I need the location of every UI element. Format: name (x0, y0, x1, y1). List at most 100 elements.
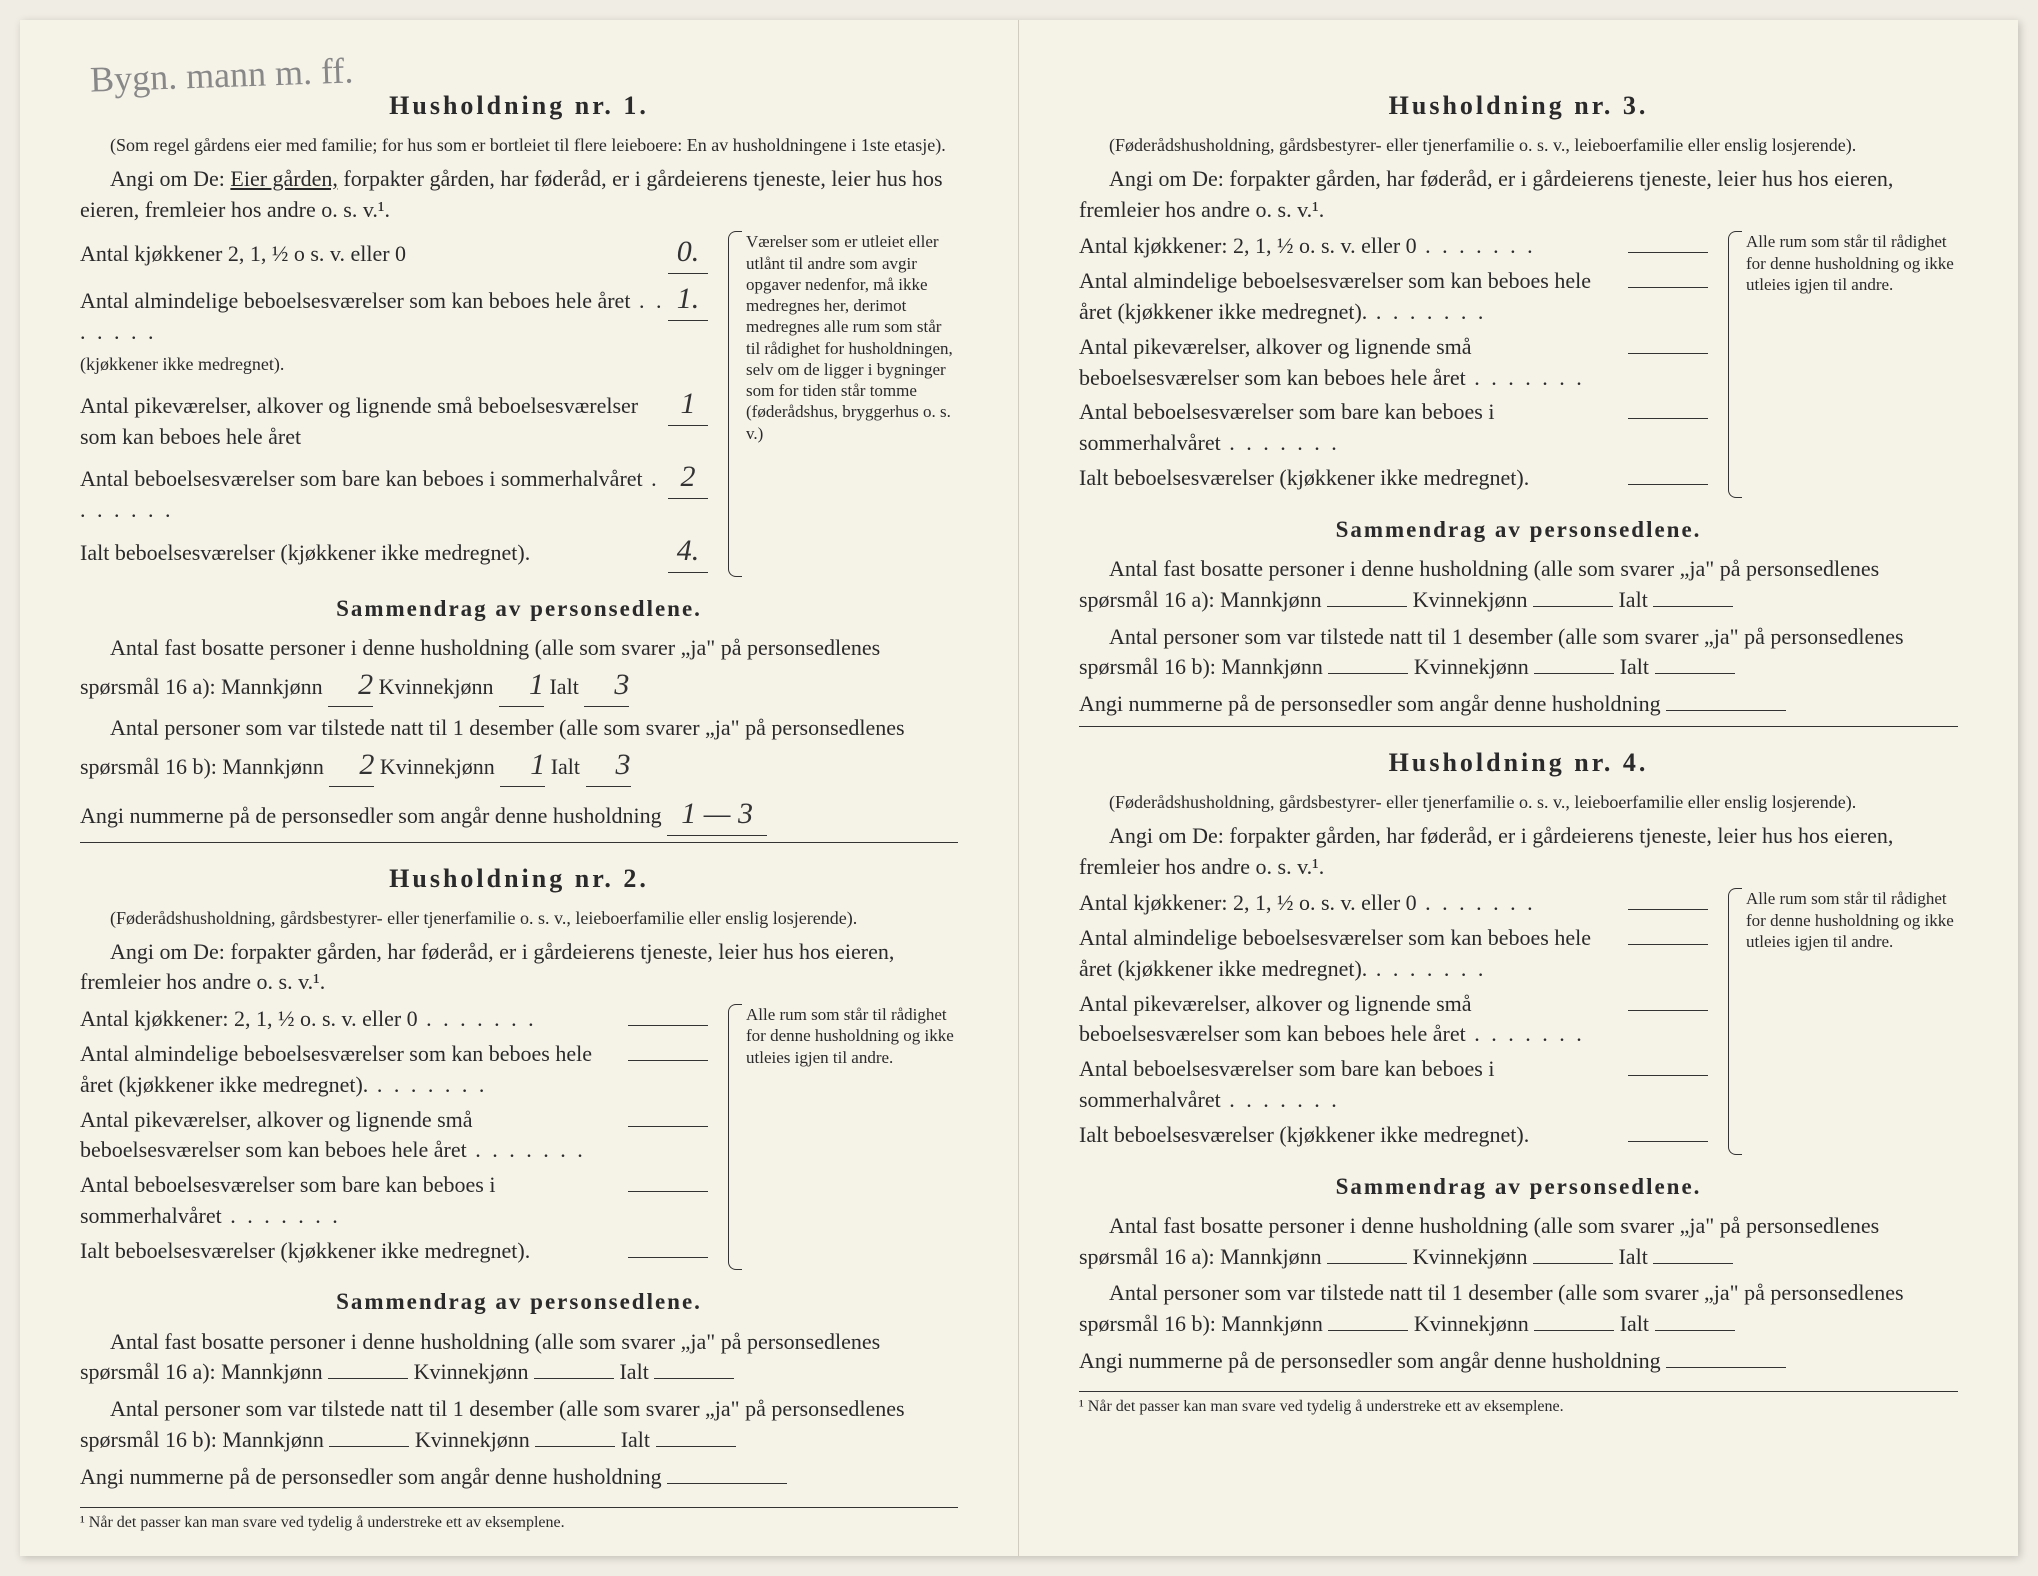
left-page: Bygn. mann m. ff. Husholdning nr. 1. (So… (20, 20, 1019, 1556)
rooms2-row-2: Antal pikeværelser, alkover og lignende … (80, 1105, 708, 1167)
brace-icon-2 (728, 1004, 742, 1270)
ialt-2b (656, 1446, 736, 1447)
nummer-3: Angi nummerne på de personsedler som ang… (1079, 689, 1958, 720)
kitchen-text-2: Antal kjøkkener: 2, 1, ½ o. s. v. eller … (80, 1006, 418, 1031)
household-4-rooms-block: Antal kjøkkener: 2, 1, ½ o. s. v. eller … (1079, 888, 1958, 1154)
rooms3-label: Antal beboelsesværelser som bare kan beb… (80, 464, 668, 526)
total-blank-2 (628, 1257, 708, 1258)
mann-b: 2 (329, 744, 374, 787)
household-4-angi: Angi om De: forpakter gården, har føderå… (1079, 821, 1958, 883)
nummer-1: Angi nummerne på de personsedler som ang… (80, 793, 958, 836)
kitchen-label-2: Antal kjøkkener: 2, 1, ½ o. s. v. eller … (80, 1004, 628, 1035)
household-3-angi: Angi om De: forpakter gården, har føderå… (1079, 164, 1958, 226)
brace-icon-4 (1728, 888, 1742, 1154)
nummer-2: Angi nummerne på de personsedler som ang… (80, 1462, 958, 1493)
nummer-4-text: Angi nummerne på de personsedler som ang… (1079, 1348, 1661, 1373)
nummer-3-blank (1666, 710, 1786, 711)
summary-2-line-b: Antal personer som var tilstede natt til… (80, 1394, 958, 1456)
total-label-3: Ialt beboelsesværelser (kjøkkener ikke m… (1079, 463, 1628, 494)
household-2-subtitle: (Føderådshusholdning, gårdsbestyrer- ell… (80, 907, 958, 930)
footnote-left: ¹ Når det passer kan man svare ved tydel… (80, 1507, 958, 1534)
footnote-right: ¹ Når det passer kan man svare ved tydel… (1079, 1391, 1958, 1418)
kitchen-blank-2 (628, 1025, 708, 1026)
handwritten-annotation: Bygn. mann m. ff. (89, 45, 354, 105)
angi-prefix-2: Angi om De: (110, 939, 225, 964)
mann-3a (1327, 606, 1407, 607)
rooms1-row-2: Antal almindelige beboelsesværelser som … (80, 1039, 708, 1101)
summary-1-title: Sammendrag av personsedlene. (80, 593, 958, 625)
rooms3-text: Antal beboelsesværelser som bare kan beb… (80, 466, 643, 491)
nummer-value: 1 — 3 (667, 793, 767, 836)
rooms2-row-4: Antal pikeværelser, alkover og lignende … (1079, 989, 1708, 1051)
angi-value: Eier gården, (230, 166, 338, 191)
kitchen-label: Antal kjøkkener 2, 1, ½ o s. v. eller 0 (80, 239, 668, 270)
rooms1-blank-4 (1628, 944, 1708, 945)
kvinne-a: 1 (499, 664, 544, 707)
household-2-rooms-block: Antal kjøkkener: 2, 1, ½ o. s. v. eller … (80, 1004, 958, 1270)
kitchen-text-4: Antal kjøkkener: 2, 1, ½ o. s. v. eller … (1079, 890, 1417, 915)
kvinne-4b (1534, 1330, 1614, 1331)
rooms3-row-4: Antal beboelsesværelser som bare kan beb… (1079, 1054, 1708, 1116)
nummer-2-blank (667, 1483, 787, 1484)
rooms3-value: 2 (668, 456, 708, 499)
kitchen-label-4: Antal kjøkkener: 2, 1, ½ o. s. v. eller … (1079, 888, 1628, 919)
total-row-2: Ialt beboelsesværelser (kjøkkener ikke m… (80, 1236, 708, 1267)
rooms1-text-4: Antal almindelige beboelsesværelser som … (1079, 925, 1591, 981)
angi-prefix-4: Angi om De: (1109, 823, 1224, 848)
ialt-label-a: Ialt (549, 674, 578, 699)
rooms1-note: (kjøkkener ikke medregnet). (80, 354, 284, 374)
rooms3-label-4: Antal beboelsesværelser som bare kan beb… (1079, 1054, 1628, 1116)
nummer-4-blank (1666, 1367, 1786, 1368)
rooms3-row-3: Antal beboelsesværelser som bare kan beb… (1079, 397, 1708, 459)
rooms-left-2: Antal kjøkkener: 2, 1, ½ o. s. v. eller … (80, 1004, 708, 1270)
summary-2-line-a: Antal fast bosatte personer i denne hush… (80, 1327, 958, 1389)
ialt-label-b: Ialt (551, 754, 580, 779)
ialt-a: 3 (584, 664, 629, 707)
rooms2-text-2: Antal pikeværelser, alkover og lignende … (80, 1107, 473, 1163)
total-label-2: Ialt beboelsesværelser (kjøkkener ikke m… (80, 1236, 628, 1267)
rooms2-label: Antal pikeværelser, alkover og lignende … (80, 391, 668, 453)
kvinne-4a (1533, 1263, 1613, 1264)
kvinne-b: 1 (500, 744, 545, 787)
kvinne-2a (534, 1378, 614, 1379)
rooms-note-right: Værelser som er utleiet eller utlånt til… (728, 231, 958, 577)
rooms2-row: Antal pikeværelser, alkover og lignende … (80, 383, 708, 453)
rooms2-value: 1 (668, 383, 708, 426)
ialt-b: 3 (586, 744, 631, 787)
rooms-left-3: Antal kjøkkener: 2, 1, ½ o. s. v. eller … (1079, 231, 1708, 497)
kvinne-label-4a: Kvinnekjønn (1413, 1244, 1528, 1269)
household-3-subtitle: (Føderådshusholdning, gårdsbestyrer- ell… (1079, 134, 1958, 157)
rooms1-label-2: Antal almindelige beboelsesværelser som … (80, 1039, 628, 1101)
total-value: 4. (668, 530, 708, 573)
ialt-4b (1655, 1330, 1735, 1331)
ialt-label-4a: Ialt (1618, 1244, 1647, 1269)
divider-3 (1079, 726, 1958, 727)
summary-4-line-b: Antal personer som var tilstede natt til… (1079, 1278, 1958, 1340)
rooms3-label-3: Antal beboelsesværelser som bare kan beb… (1079, 397, 1628, 459)
total-label: Ialt beboelsesværelser (kjøkkener ikke m… (80, 538, 668, 569)
ialt-label-2a: Ialt (619, 1359, 648, 1384)
summary-3-title: Sammendrag av personsedlene. (1079, 514, 1958, 546)
rooms2-label-2: Antal pikeværelser, alkover og lignende … (80, 1105, 628, 1167)
kvinne-label-2b: Kvinnekjønn (415, 1427, 530, 1452)
rooms2-blank-3 (1628, 353, 1708, 354)
summary-4-line-a: Antal fast bosatte personer i denne hush… (1079, 1211, 1958, 1273)
rooms1-text-2: Antal almindelige beboelsesværelser som … (80, 1041, 592, 1097)
rooms3-blank-2 (628, 1191, 708, 1192)
summary-1-line-a: Antal fast bosatte personer i denne hush… (80, 633, 958, 707)
mann-4a (1327, 1263, 1407, 1264)
right-note-text-4: Alle rum som står til rådighet for denne… (1746, 889, 1954, 951)
household-1-subtitle: (Som regel gårdens eier med familie; for… (80, 134, 958, 157)
kvinne-label-4b: Kvinnekjønn (1414, 1311, 1529, 1336)
census-form: Bygn. mann m. ff. Husholdning nr. 1. (So… (20, 20, 2018, 1556)
rooms1-value: 1. (668, 278, 708, 321)
rooms1-label: Antal almindelige beboelsesværelser som … (80, 286, 668, 378)
divider (80, 842, 958, 843)
rooms3-blank-4 (1628, 1075, 1708, 1076)
ialt-label-3b: Ialt (1620, 654, 1649, 679)
right-page: Husholdning nr. 3. (Føderådshusholdning,… (1019, 20, 2018, 1556)
right-note-text: Værelser som er utleiet eller utlånt til… (746, 232, 953, 442)
rooms2-text-4: Antal pikeværelser, alkover og lignende … (1079, 991, 1472, 1047)
mann-2b (329, 1446, 409, 1447)
nummer-3-text: Angi nummerne på de personsedler som ang… (1079, 691, 1661, 716)
